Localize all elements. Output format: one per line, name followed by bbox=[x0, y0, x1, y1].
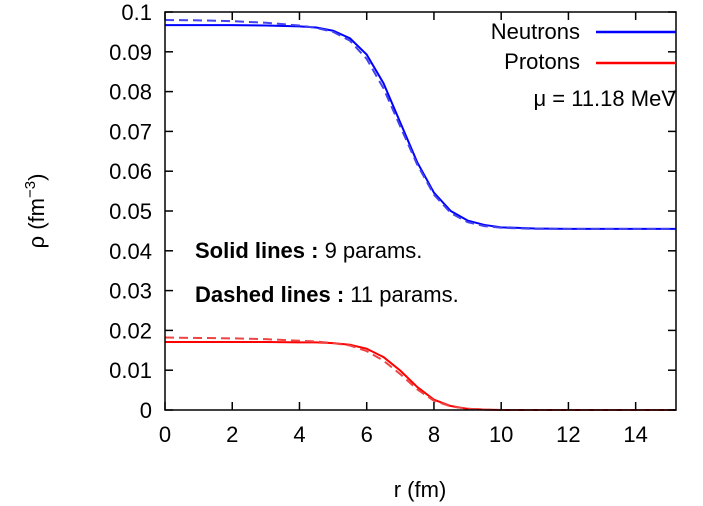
x-tick-label: 14 bbox=[623, 422, 647, 447]
annotation-dashed-rest: 11 params. bbox=[344, 282, 459, 307]
y-tick-label: 0.06 bbox=[109, 159, 152, 184]
annotation-solid-bold: Solid lines : bbox=[195, 238, 318, 263]
x-tick-label: 12 bbox=[556, 422, 580, 447]
x-tick-label: 8 bbox=[428, 422, 440, 447]
x-tick-label: 4 bbox=[293, 422, 305, 447]
series-protons-dashed-line bbox=[164, 336, 676, 411]
y-tick-label: 0.01 bbox=[109, 358, 152, 383]
x-tick-label: 10 bbox=[489, 422, 513, 447]
y-axis-title-main: ρ (fm bbox=[24, 198, 49, 248]
y-tick-label: 0.03 bbox=[109, 279, 152, 304]
y-tick-label: 0.1 bbox=[121, 0, 152, 25]
y-tick-label: 0.04 bbox=[109, 239, 152, 264]
x-tick-label: 6 bbox=[361, 422, 373, 447]
annotation-dashed-bold: Dashed lines : bbox=[195, 282, 344, 307]
annotation-solid-lines: Solid lines : 9 params. bbox=[195, 238, 422, 263]
legend: Neutrons Protons μ = 11.18 MeV bbox=[491, 19, 677, 111]
y-tick-label: 0.09 bbox=[109, 40, 152, 65]
series-neutrons-dashed-line bbox=[164, 18, 676, 230]
y-axis-title-close: ) bbox=[24, 174, 49, 181]
legend-label-neutrons: Neutrons bbox=[491, 19, 580, 44]
annotation-solid-rest: 9 params. bbox=[318, 238, 422, 263]
ticks: 0 2 4 6 8 10 12 14 0 0.01 0.02 0.03 0.04 0.05 0.06 0.07… bbox=[109, 0, 676, 447]
y-tick-label: 0 bbox=[140, 398, 152, 423]
y-axis-title-sup: −3 bbox=[22, 181, 39, 198]
y-tick-label: 0.08 bbox=[109, 80, 152, 105]
y-tick-label: 0.05 bbox=[109, 199, 152, 224]
y-tick-label: 0.02 bbox=[109, 318, 152, 343]
annotation-dashed-lines: Dashed lines : 11 params. bbox=[195, 282, 459, 307]
legend-label-protons: Protons bbox=[504, 49, 580, 74]
x-tick-label: 2 bbox=[226, 422, 238, 447]
y-tick-label: 0.07 bbox=[109, 119, 152, 144]
x-tick-label: 0 bbox=[159, 422, 171, 447]
x-axis-title: r (fm) bbox=[394, 477, 447, 502]
legend-note: μ = 11.18 MeV bbox=[533, 86, 676, 111]
y-axis-title: ρ (fm−3) bbox=[22, 174, 49, 249]
